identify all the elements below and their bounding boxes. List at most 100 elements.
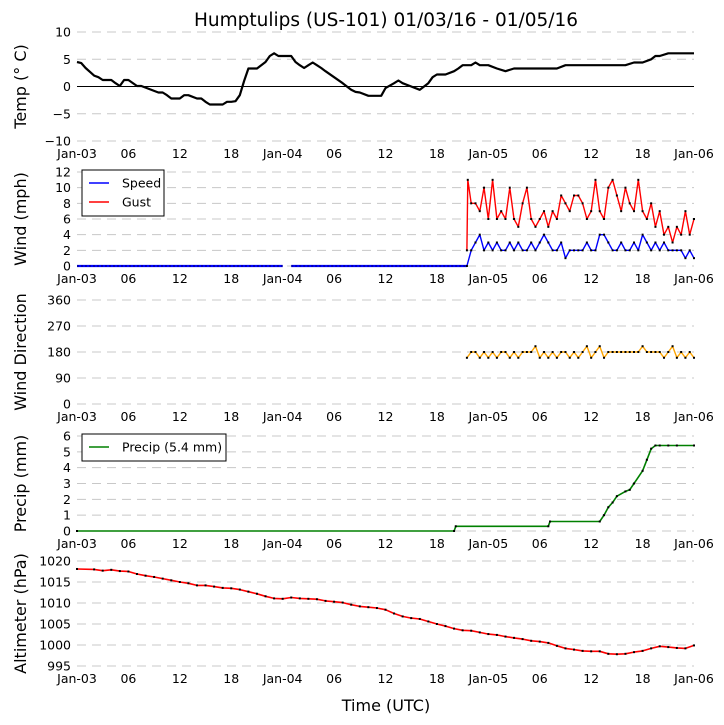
data-point (615, 495, 618, 498)
data-point (93, 568, 96, 571)
data-point (667, 444, 670, 447)
altimeter-panel: 995 1000 1005 1010 1015 1020 Jan-03 06 12 18 Jan-0… (11, 553, 714, 686)
data-point (483, 186, 486, 189)
data-point (517, 356, 520, 359)
data-point (500, 351, 503, 353)
data-point (474, 351, 477, 353)
data-point (483, 351, 486, 353)
x-tick-label: Jan-06 (673, 409, 714, 424)
data-point (491, 351, 494, 353)
data-point (543, 210, 546, 213)
series-line (76, 568, 695, 655)
x-tick-label: 18 (635, 146, 651, 161)
data-point (513, 351, 516, 353)
data-point (101, 569, 104, 572)
x-tick-label: Jan-05 (467, 671, 508, 686)
data-point (418, 617, 421, 620)
data-point (555, 249, 558, 252)
x-tick-label: 12 (583, 409, 599, 424)
data-point (573, 194, 576, 197)
data-point (607, 652, 610, 655)
data-point (495, 356, 498, 359)
data-point (560, 194, 563, 197)
data-point (633, 651, 636, 654)
x-tick-label: 12 (378, 536, 394, 551)
data-point (680, 351, 683, 353)
data-point (525, 351, 528, 353)
data-point (483, 249, 486, 252)
data-point (615, 653, 618, 656)
x-tick-label: 12 (583, 146, 599, 161)
data-point (603, 514, 606, 517)
data-point (667, 351, 670, 353)
x-tick-label: 12 (172, 271, 188, 286)
data-point (281, 597, 284, 600)
data-point (135, 573, 138, 576)
data-point (581, 351, 584, 353)
data-point (607, 351, 610, 353)
data-point (500, 210, 503, 213)
data-point (650, 351, 653, 353)
data-point (663, 233, 666, 236)
data-point (641, 210, 644, 213)
x-tick-label: Jan-06 (673, 146, 714, 161)
data-point (470, 249, 473, 252)
data-point (628, 351, 631, 353)
x-tick-label: 12 (378, 271, 394, 286)
data-point (594, 249, 597, 252)
data-point (230, 587, 233, 590)
data-point (273, 597, 276, 600)
x-tick-label: Jan-04 (262, 271, 303, 286)
data-point (594, 178, 597, 181)
x-tick-label: Jan-03 (56, 271, 97, 286)
x-tick-label: 12 (172, 409, 188, 424)
x-tick-label: 18 (223, 671, 239, 686)
data-point (195, 584, 198, 587)
data-point (333, 600, 336, 603)
data-point (645, 241, 648, 244)
series-line (466, 179, 695, 251)
data-point (650, 202, 653, 205)
x-tick-label: Jan-03 (56, 409, 97, 424)
data-point (551, 210, 554, 213)
data-point (547, 225, 550, 228)
data-point (401, 615, 404, 618)
data-point (547, 356, 550, 359)
data-point (255, 592, 258, 595)
y-tick-label: 360 (47, 293, 71, 308)
data-point (538, 356, 541, 359)
y-axis-label: Wind Direction (11, 293, 30, 411)
data-point (658, 645, 661, 648)
data-point (543, 233, 546, 236)
data-point (560, 351, 563, 353)
data-point (298, 597, 301, 600)
series-altimeter (76, 567, 695, 656)
data-point (654, 444, 657, 447)
data-point (663, 356, 666, 359)
data-point (530, 218, 533, 220)
data-point (675, 356, 678, 359)
y-tick-label: 1005 (39, 617, 71, 632)
x-tick-label: 18 (429, 271, 445, 286)
y-tick-label: −10 (45, 134, 71, 149)
data-point (603, 356, 606, 359)
x-tick-label: 18 (223, 271, 239, 286)
y-tick-label: 3 (63, 476, 71, 491)
x-tick-label: 06 (532, 671, 548, 686)
data-point (444, 625, 447, 628)
data-point (491, 249, 494, 252)
data-point (435, 623, 438, 625)
data-point (590, 249, 593, 252)
figure-title: Humptulips (US-101) 01/03/16 - 01/05/16 (194, 10, 578, 31)
x-tick-label: Jan-04 (262, 536, 303, 551)
series-speed (77, 233, 695, 268)
data-point (555, 644, 558, 647)
series-gust (465, 178, 695, 252)
x-tick-label: 18 (429, 536, 445, 551)
data-point (474, 241, 477, 244)
x-tick-label: 12 (172, 671, 188, 686)
series-direction (465, 345, 695, 359)
data-point (521, 638, 524, 641)
x-tick-label: Jan-05 (467, 271, 508, 286)
data-point (628, 488, 631, 491)
